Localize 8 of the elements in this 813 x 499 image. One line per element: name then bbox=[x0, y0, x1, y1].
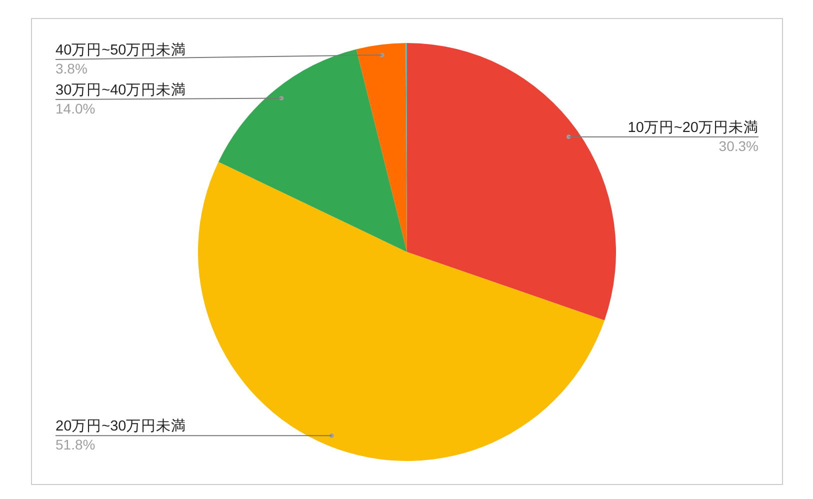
slice-label: 20万円~30万円未満 bbox=[56, 418, 186, 435]
data-label: 3.8% bbox=[56, 60, 88, 76]
slice-label: 40万円~50万円未満 bbox=[56, 42, 186, 58]
data-label: 51.8% bbox=[56, 436, 96, 453]
slice-label: 10万円~20万円未満 bbox=[628, 118, 758, 136]
data-label: 14.0% bbox=[56, 100, 96, 116]
data-label: 30.3% bbox=[718, 138, 758, 154]
slice-label: 30万円~40万円未満 bbox=[56, 82, 186, 98]
